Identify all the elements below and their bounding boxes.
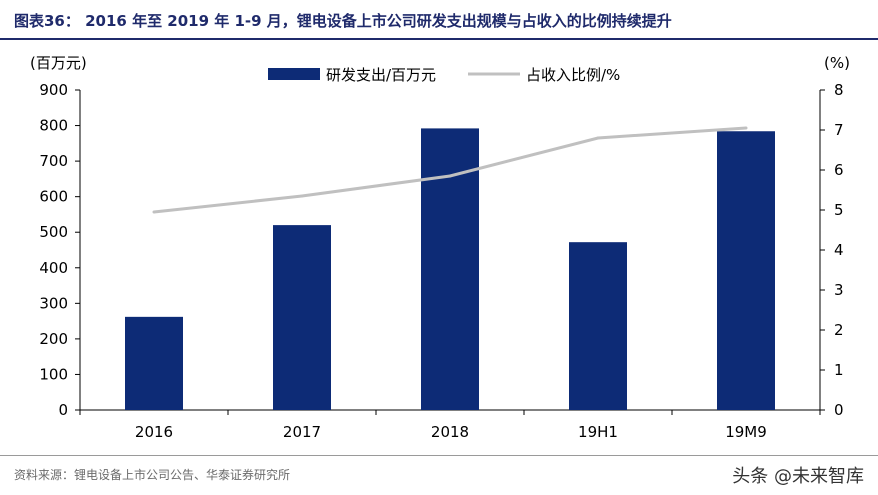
chart: 0 100 200 300 400 500 600 700 800 900 0 1 2 3 4 5 6 7 8 (百万… — [30, 54, 850, 441]
left-tick-label: 500 — [39, 223, 68, 241]
right-tick-label: 5 — [834, 201, 844, 219]
left-tick-label: 100 — [39, 365, 68, 383]
legend-swatch-bar — [268, 68, 320, 80]
source-bar: 资料来源：锂电设备上市公司公告、华泰证券研究所 头条 @未来智库 — [0, 455, 878, 495]
legend: 研发支出/百万元 占收入比例/% — [268, 66, 620, 84]
title-bar: 图表36： 2016 年至 2019 年 1-9 月，锂电设备上市公司研发支出规… — [0, 0, 878, 40]
source-note: 资料来源：锂电设备上市公司公告、华泰证券研究所 — [14, 468, 291, 482]
bar-19M9 — [717, 131, 775, 410]
x-tick-label: 2016 — [135, 423, 173, 441]
ratio-point — [448, 174, 452, 178]
left-tick-label: 200 — [39, 330, 68, 348]
right-tick-label: 8 — [834, 81, 844, 99]
ratio-point — [596, 136, 600, 140]
right-tick-label: 2 — [834, 321, 844, 339]
bars — [125, 128, 775, 410]
x-tick-label: 19M9 — [725, 423, 767, 441]
x-tick-label: 2018 — [431, 423, 469, 441]
left-tick-label: 400 — [39, 259, 68, 277]
bar-2016 — [125, 316, 183, 410]
left-axis-unit: (百万元) — [30, 54, 87, 72]
left-tick-label: 900 — [39, 81, 68, 99]
watermark: 头条 @未来智库 — [732, 466, 864, 487]
right-tick-label: 3 — [834, 281, 844, 299]
chart-title: 图表36： 2016 年至 2019 年 1-9 月，锂电设备上市公司研发支出规… — [14, 12, 672, 30]
right-tick-label: 4 — [834, 241, 844, 259]
left-tick-label: 800 — [39, 117, 68, 135]
ratio-point — [300, 194, 304, 198]
right-tick-label: 7 — [834, 121, 844, 139]
ratio-point — [152, 210, 156, 214]
x-tick-label: 2017 — [283, 423, 321, 441]
left-tick-label: 0 — [58, 401, 68, 419]
left-tick-label: 600 — [39, 188, 68, 206]
bar-19H1 — [569, 242, 627, 410]
right-tick-label: 6 — [834, 161, 844, 179]
x-tick-label: 19H1 — [578, 423, 618, 441]
right-tick-label: 1 — [834, 361, 844, 379]
left-tick-label: 700 — [39, 152, 68, 170]
bar-2017 — [273, 225, 331, 410]
legend-label-bar: 研发支出/百万元 — [326, 66, 436, 84]
ratio-point — [744, 126, 748, 130]
right-axis-unit: (%) — [824, 54, 850, 72]
legend-label-line: 占收入比例/% — [526, 66, 620, 84]
right-tick-label: 0 — [834, 401, 844, 419]
tick-labels: 0 100 200 300 400 500 600 700 800 900 0 1 2 3 4 5 6 7 8 (百万… — [30, 54, 850, 441]
left-tick-label: 300 — [39, 294, 68, 312]
ratio-line — [152, 126, 748, 214]
